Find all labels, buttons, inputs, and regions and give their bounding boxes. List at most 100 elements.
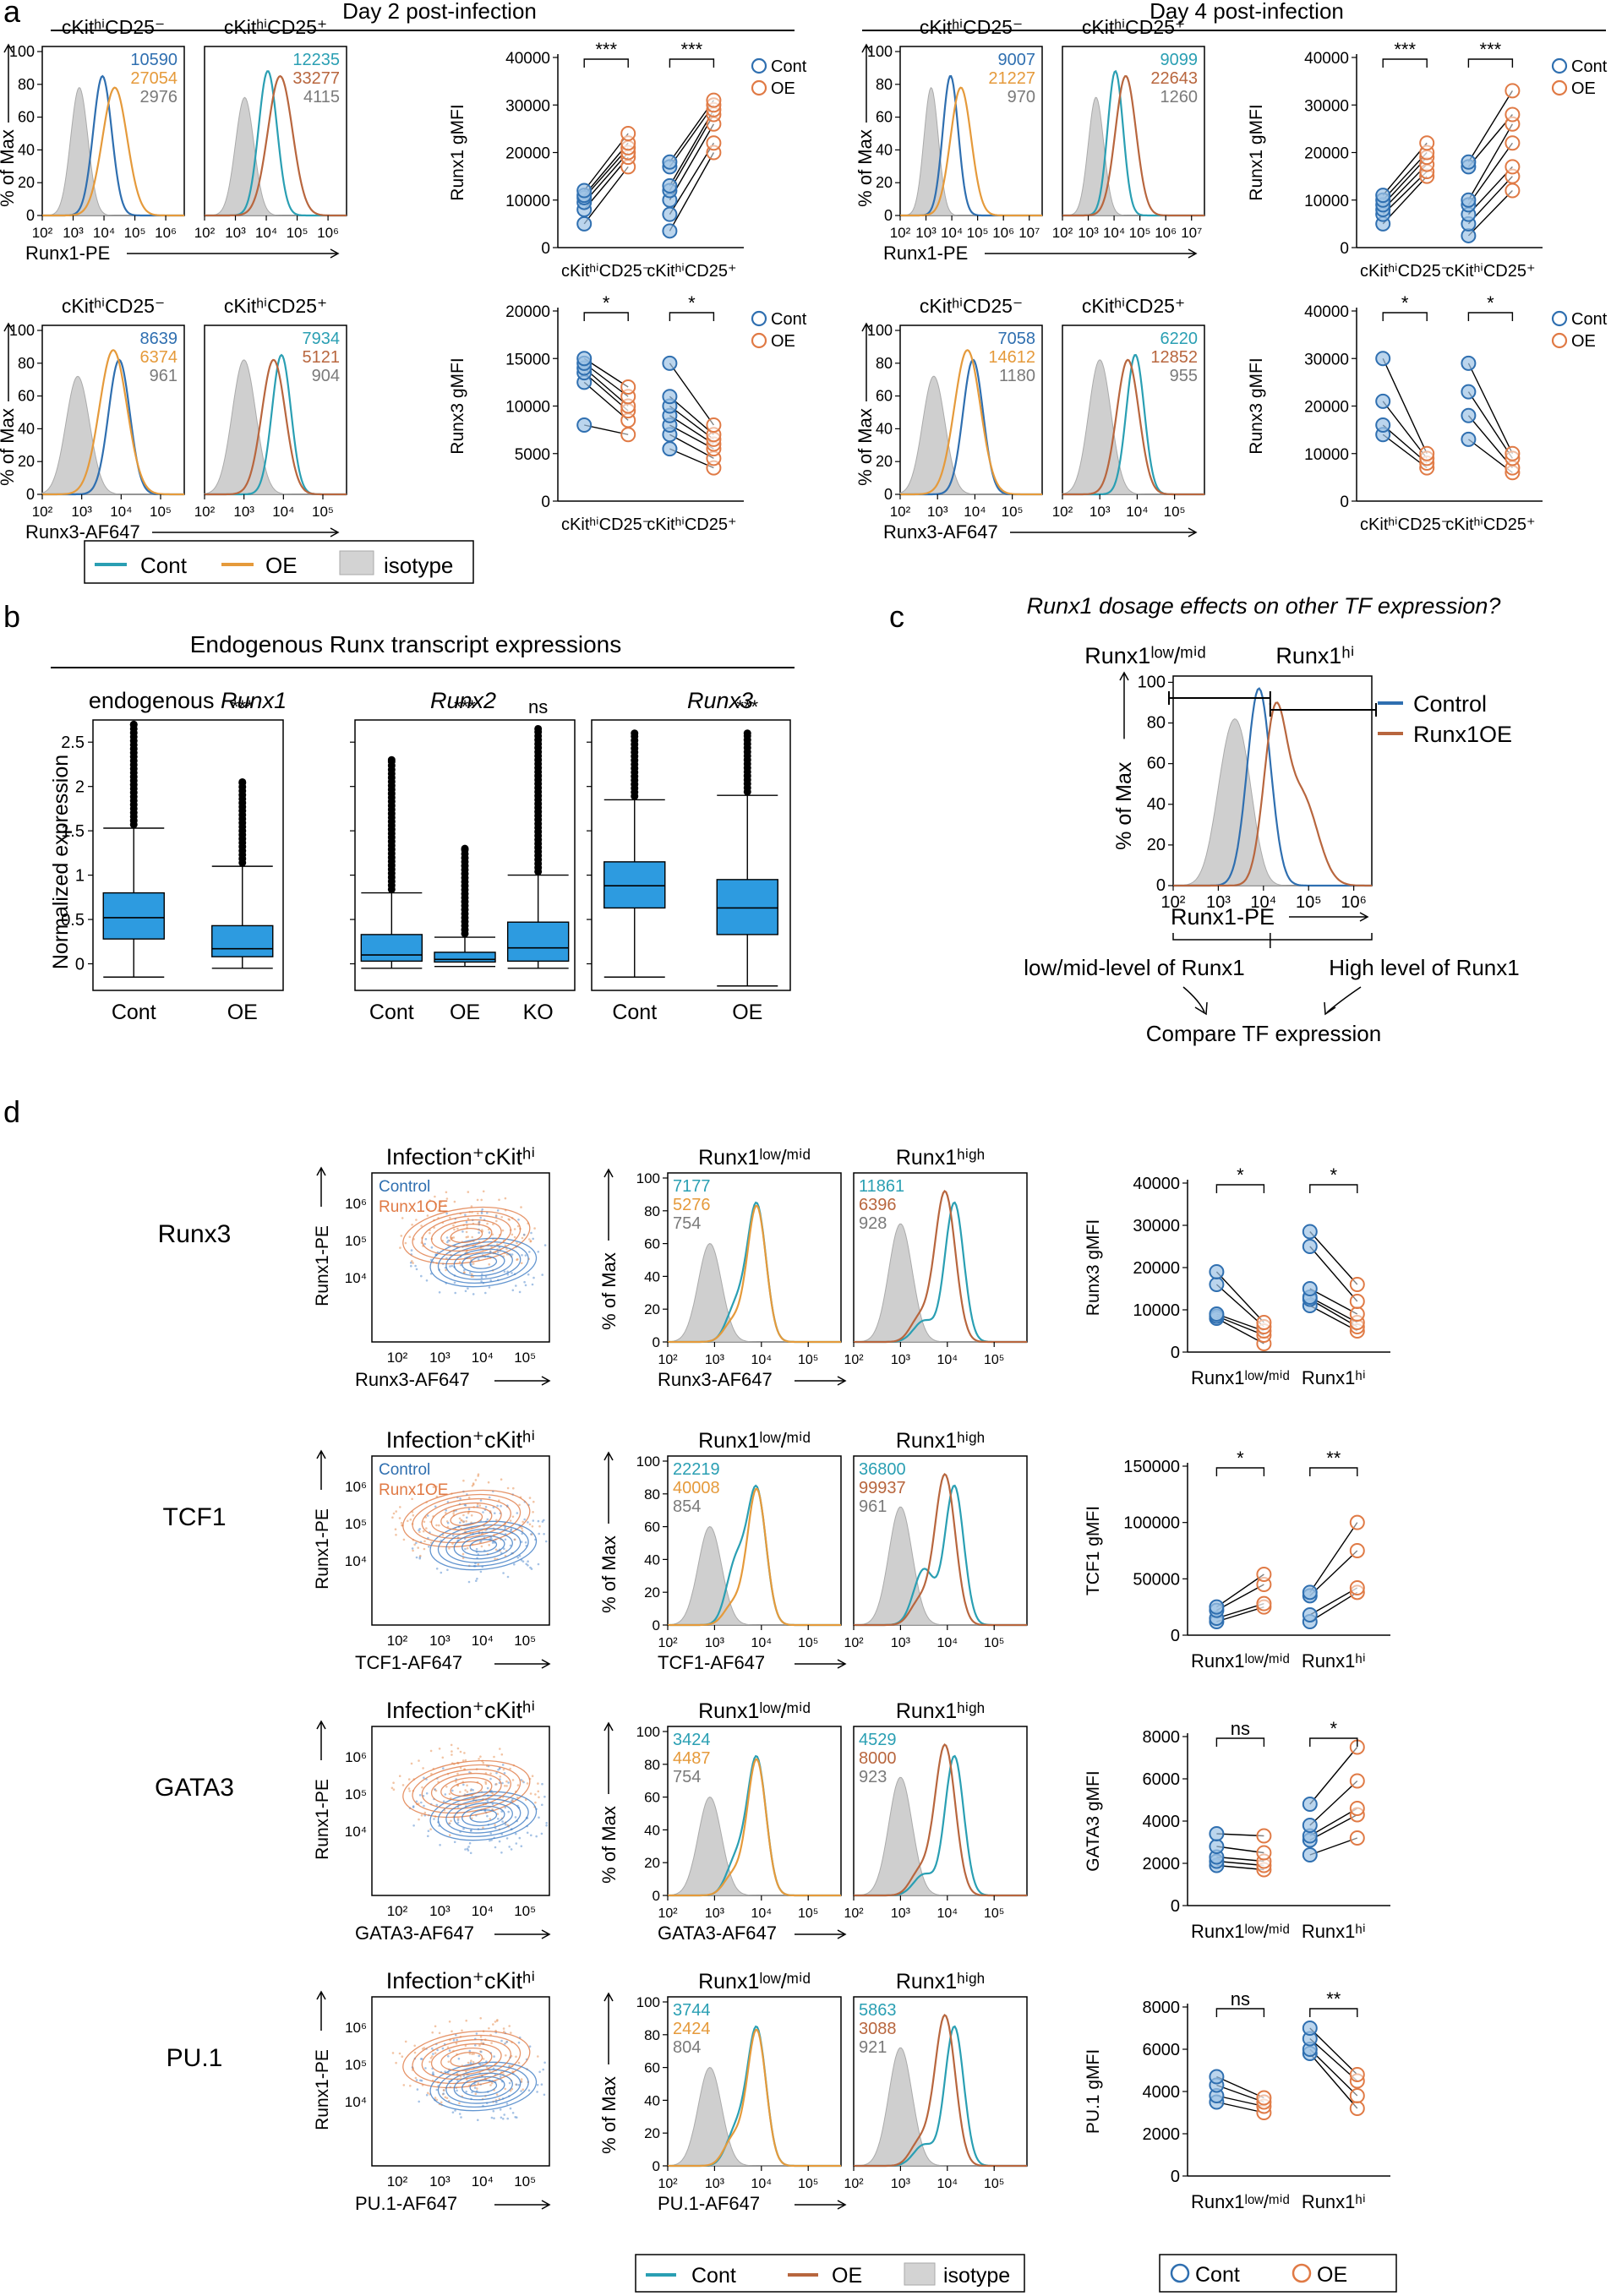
d-row-3-hist-high-oe-curve — [854, 1742, 1027, 1897]
c-hist-iso-curve — [1173, 718, 1372, 886]
d-row-2-contour-event — [458, 1517, 461, 1520]
d-row-4-contour-event — [413, 2044, 417, 2048]
d-row-2-contour-event — [523, 1518, 526, 1521]
d-row-2-hist-ytick-label: 40 — [644, 1552, 660, 1568]
d-row-4-contour-event — [424, 2067, 427, 2070]
d-row-1-paired-cont-point — [1302, 1239, 1318, 1254]
d-row-1-contour-event — [480, 1212, 483, 1214]
d-row-2-contour-event — [504, 1526, 506, 1529]
d-row-2-contour-event — [509, 1519, 512, 1522]
d-row-3-contour-event — [407, 1778, 411, 1781]
a-d2-runx1-hist-ytick-label: 60 — [18, 109, 35, 126]
d-row-3-paired-oe-point — [1349, 1773, 1365, 1789]
d-row-1-contour-event — [453, 1228, 456, 1231]
d-row-3-contour-event — [520, 1845, 523, 1847]
d-row-4-contour-event — [479, 2035, 483, 2038]
panel-c-high-text: High level of Runx1 — [1329, 955, 1519, 980]
d-row-4-contour-event — [488, 2027, 490, 2030]
d-row-2-contour-event — [480, 1545, 483, 1548]
a-d2-runx3-xlabel: Runx3-AF647 — [25, 521, 140, 543]
d-row-3-paired-pair-line — [1216, 1856, 1264, 1862]
d-row-2-contour-event — [402, 1538, 406, 1541]
d-row-4-contour-ylabel: Runx1-PE — [313, 2049, 332, 2130]
d-row-2-oe-contour — [440, 1506, 493, 1531]
c-brace-high — [1270, 933, 1373, 941]
d-row-4-contour-event — [543, 2061, 546, 2064]
d-row-3-paired-pair-line — [1216, 1864, 1264, 1871]
d-row-3-contour-event — [412, 1824, 415, 1827]
a-d2-runx1-paired-oe-point — [706, 92, 722, 108]
d-row-4-contour-event — [520, 2078, 523, 2081]
d-row-2-contour-event — [462, 1513, 465, 1517]
d-row-3-paired-category-label: Runx1ˡᵒʷ/ᵐⁱᵈ — [1191, 1921, 1290, 1942]
d-row-1-hist-high-mfi-1: 6396 — [859, 1196, 897, 1214]
a-d4-runx3-hist-neg-iso-curve — [899, 375, 1042, 495]
d-row-4-cont-contour — [429, 2061, 538, 2112]
d-row-4-contour-event — [504, 2087, 506, 2091]
d-row-3-cont-contour — [445, 1798, 522, 1834]
d-row-1: Runx3 Infection⁺cKitʰⁱ Control Runx1OE 10⁴ 10… — [158, 1144, 1390, 1390]
a-d2-runx1-paired-ytick-label: 20000 — [505, 145, 550, 163]
d-row-4-paired-ytick-label: 8000 — [1143, 1999, 1181, 2017]
d-row-3-contour-ytick-label: 10⁵ — [345, 1786, 367, 1802]
d-row-4-contour-xtick-label: 10² — [387, 2173, 408, 2190]
b-plot-1-category-label: Cont — [112, 1001, 156, 1024]
d-row-2-paired-sig-label: * — [1237, 1448, 1244, 1469]
d-row-2-hist-high-xtick-label: 10⁴ — [937, 1636, 958, 1650]
d-row-1-contour-event — [401, 1217, 404, 1219]
d-row-2-contour-event — [527, 1564, 529, 1567]
d-row-1-contour-event — [496, 1209, 500, 1212]
d-row-2-contour-event — [418, 1557, 422, 1560]
d-row-2-contour-xtick-label: 10³ — [429, 1633, 451, 1649]
c-hist-ytick-label: 80 — [1147, 714, 1166, 733]
d-row-3-contour-event — [541, 1782, 543, 1786]
d-row-1-contour-event — [462, 1269, 466, 1272]
d-row-4-paired-ytick-label: 0 — [1171, 2168, 1180, 2186]
b-plot-3-outlier — [743, 729, 751, 738]
c-hist-control-curve — [1173, 687, 1372, 887]
d-row-4-hist-low-xtick-label: 10⁵ — [798, 2177, 818, 2191]
d-row-3-contour-event — [451, 1789, 454, 1792]
a-d2-runx1-paired-cont-point — [662, 206, 678, 222]
c-hist-xtick-label: 10² — [1161, 893, 1186, 912]
d-row-3-hist-yarrow-head — [603, 1721, 614, 1732]
d-row-1-contour-event — [481, 1208, 483, 1211]
d-row-3-paired-ytick-label: 4000 — [1143, 1813, 1181, 1831]
a-d4-runx3-pos-xtick-label: 10⁵ — [1164, 504, 1186, 520]
d-row-2-paired-category-label: Runx1ˡᵒʷ/ᵐⁱᵈ — [1191, 1650, 1290, 1672]
d-row-2-hist-low-iso-curve — [667, 1526, 841, 1626]
d-row-1-contour-event — [399, 1246, 401, 1249]
legend-box — [84, 540, 474, 584]
a-d4-runx1-legend-cont-label: Cont — [1571, 57, 1608, 76]
b-plot-3-category-label: Cont — [612, 1001, 657, 1024]
d-row-3-contour-event — [497, 1818, 500, 1820]
a-d4-runx3-paired-pair-line — [1382, 401, 1428, 459]
a-d4-runx1-hist-ytick-label: 80 — [876, 76, 893, 93]
a-d2-runx3-paired-cont-point — [662, 441, 678, 457]
a-d2-runx1-paired-category-label: cKitʰⁱCD25⁻ — [561, 262, 651, 281]
c-xarrow-head — [1359, 912, 1369, 922]
d-row-2-contour-event — [467, 1512, 470, 1514]
d-row-2-paired-ytick-label: 0 — [1171, 1627, 1180, 1645]
a-d2-runx1-pos-xtick-label: 10⁴ — [255, 225, 277, 241]
d-row-1-contour-event — [497, 1251, 500, 1254]
d-row-2-contour-ytick-label: 10⁴ — [345, 1553, 367, 1569]
a-d4-runx1-xlabel: Runx1-PE — [883, 243, 968, 264]
b-plot-2-box — [360, 934, 423, 963]
a-d2-runx1-xarrow-head — [330, 248, 340, 259]
d-row-1-contour-event — [503, 1270, 506, 1273]
a-d4-runx3-paired-pair-line — [1467, 363, 1514, 455]
d-row-2-contour-event — [537, 1562, 540, 1566]
a-d2-runx3-neg-mfi-1: 6374 — [140, 348, 178, 367]
d-row-1-contour-event — [439, 1209, 442, 1213]
day4-title: Day 4 post-infection — [1150, 0, 1344, 24]
d-row-4-contour-event — [431, 2055, 434, 2058]
d-row-3-contour-event — [418, 1818, 420, 1821]
a-d2-runx3-pos-xtick-label: 10⁴ — [272, 504, 294, 520]
d-row-4-hist-ytick-label: 60 — [644, 2060, 660, 2076]
d-row-4-paired-ytick-label: 6000 — [1143, 2041, 1181, 2059]
d-row-3-hist-high-mfi-2: 923 — [859, 1768, 887, 1786]
d-row-1-paired-pair-line — [1215, 1284, 1264, 1328]
d-row-1-contour-event — [470, 1205, 473, 1208]
d-row-3-hist-high-xtick-label: 10⁴ — [937, 1906, 958, 1921]
